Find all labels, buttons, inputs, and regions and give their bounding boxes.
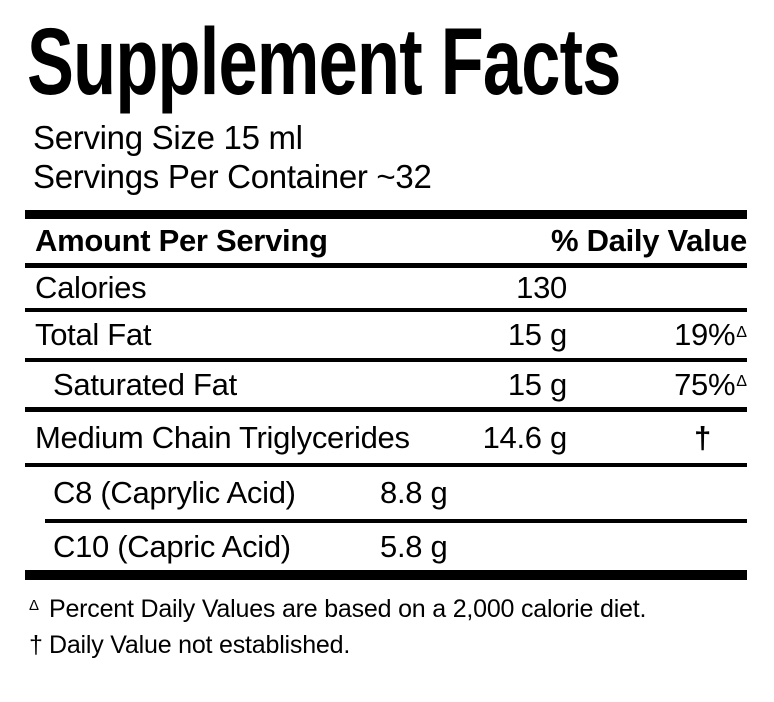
percent-daily-value-header: % Daily Value: [551, 223, 747, 258]
top-rule: [25, 210, 747, 219]
nutrient-label: Saturated Fat: [53, 366, 237, 402]
indented-rule: [45, 519, 747, 523]
dagger-footnote-mark: †: [29, 631, 43, 659]
nutrient-label: Medium Chain Triglycerides: [35, 419, 410, 455]
serving-size: Serving Size 15 ml: [33, 119, 303, 156]
table-row-mct: Medium Chain Triglycerides 14.6 g †: [25, 412, 747, 467]
nutrient-daily-value: 19%Δ: [674, 317, 747, 352]
nutrient-amount: 15 g: [507, 317, 567, 352]
footnote-text: Daily Value not established.: [49, 631, 351, 659]
footnotes: Δ Percent Daily Values are based on a 2,…: [29, 593, 747, 661]
nutrient-label: Total Fat: [35, 317, 152, 352]
nutrient-amount: 14.6 g: [482, 419, 568, 455]
delta-footnote-mark: Δ: [736, 372, 747, 391]
footnote-not-established: † Daily Value not established.: [29, 629, 747, 661]
nutrient-amount: 8.8 g: [380, 475, 448, 510]
table-row-total-fat: Total Fat 15 g 19%Δ: [25, 312, 747, 362]
dagger-footnote-mark: †: [694, 419, 711, 455]
nutrient-amount: 5.8 g: [380, 528, 448, 564]
nutrient-label: C10 (Capric Acid): [53, 528, 291, 564]
delta-footnote-mark: Δ: [736, 322, 747, 341]
table-row-c10: C10 (Capric Acid) 5.8 g: [25, 523, 747, 570]
nutrient-amount: 130: [516, 270, 567, 305]
table-header-row: Amount Per Serving % Daily Value: [25, 219, 747, 268]
bottom-rule: [25, 570, 747, 580]
serving-info: Serving Size 15 ml Servings Per Containe…: [33, 118, 747, 196]
table-row-saturated-fat: Saturated Fat 15 g 75%Δ: [25, 362, 747, 412]
nutrient-label: Calories: [35, 270, 147, 305]
table-row-c8: C8 (Caprylic Acid) 8.8 g: [25, 467, 747, 519]
nutrient-amount: 15 g: [507, 366, 567, 402]
amount-per-serving-header: Amount Per Serving: [35, 223, 328, 258]
nutrient-daily-value: 75%Δ: [674, 366, 747, 402]
footnote-text: Percent Daily Values are based on a 2,00…: [49, 595, 647, 623]
servings-per-container: Servings Per Container ~32: [33, 158, 432, 195]
delta-footnote-mark: Δ: [29, 597, 39, 614]
footnote-daily-values: Δ Percent Daily Values are based on a 2,…: [29, 593, 747, 629]
nutrient-label: C8 (Caprylic Acid): [53, 475, 296, 510]
label-title: Supplement Facts: [27, 9, 621, 115]
table-row-calories: Calories 130: [25, 268, 747, 312]
